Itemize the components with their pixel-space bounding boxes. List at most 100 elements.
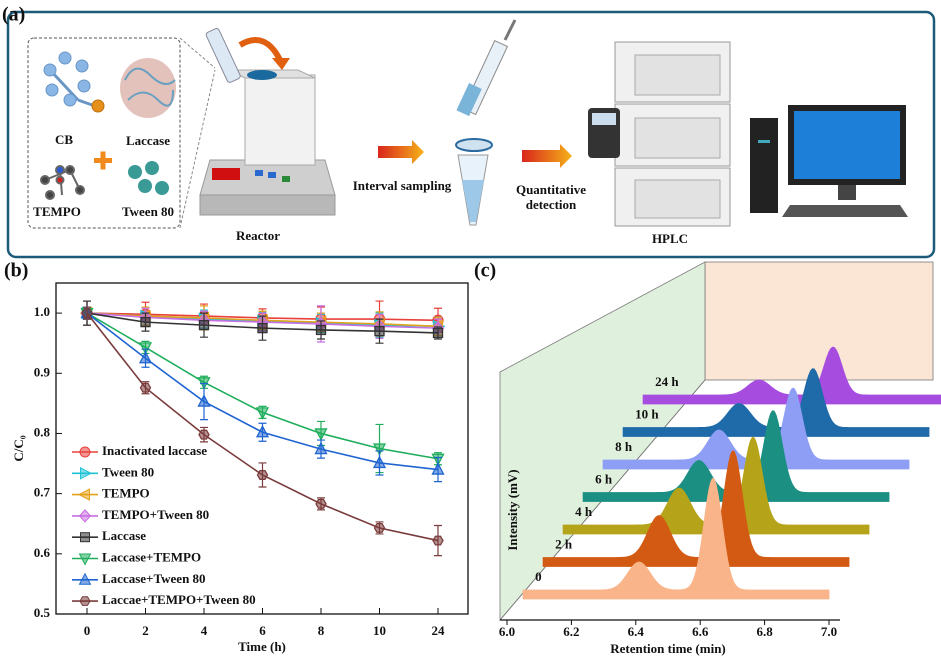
marker	[198, 319, 210, 331]
legend-label: TEMPO	[102, 486, 150, 501]
marker	[79, 596, 91, 606]
label-laccase: Laccase	[126, 133, 170, 148]
computer	[750, 105, 908, 217]
x-tick-label: 8	[318, 623, 325, 638]
x-tick-label: 6	[259, 623, 266, 638]
panel-a: (a) CB Laccase TEMPO Tween 80 Reactor In…	[2, 4, 936, 259]
hplc	[588, 41, 731, 227]
chromatogram-trace	[522, 477, 830, 600]
x-tick-label: 0	[84, 623, 91, 638]
cb-molecule	[43, 51, 105, 113]
marker	[257, 322, 268, 334]
laccase-protein	[120, 58, 176, 118]
marker	[432, 535, 444, 546]
marker	[138, 342, 153, 355]
marker	[431, 462, 445, 475]
legend-label: Laccase+TEMPO	[102, 549, 201, 564]
trace-label: 4 h	[575, 504, 593, 519]
x-tick-label: 6.6	[692, 624, 709, 639]
label-detection: Quantitative	[516, 182, 586, 197]
marker	[78, 572, 92, 585]
reactor	[199, 28, 336, 216]
marker	[80, 532, 90, 543]
trace-label: 2 h	[555, 536, 573, 551]
plus-sign	[94, 151, 112, 170]
panel-label: (c)	[474, 260, 496, 282]
marker	[198, 429, 210, 440]
label-reactor: Reactor	[236, 228, 280, 243]
x-tick-label: 6.8	[756, 624, 773, 639]
x-tick-label: 6.0	[499, 624, 515, 639]
legend-label: TEMPO+Tween 80	[102, 507, 209, 522]
marker	[80, 466, 93, 480]
x-axis-title: Retention time (min)	[610, 641, 726, 656]
marker	[374, 325, 385, 337]
legend-label: Inactivated laccase	[102, 443, 207, 458]
flow-arrow	[522, 144, 572, 168]
marker	[432, 327, 444, 339]
label-tween: Tween 80	[122, 204, 174, 219]
panel-label: (b)	[4, 260, 28, 282]
marker	[197, 394, 211, 407]
marker	[78, 553, 92, 566]
reagent-box	[27, 37, 181, 229]
trace-label: 10 h	[635, 406, 659, 421]
label-sampling: Interval sampling	[353, 178, 452, 193]
panel-label: (a)	[2, 4, 25, 26]
zoom-line	[179, 69, 216, 229]
marker	[140, 316, 151, 328]
zoom-line	[179, 37, 216, 69]
x-tick-label: 24	[432, 623, 446, 638]
marker	[81, 308, 93, 319]
legend-label: Laccase+Tween 80	[102, 571, 206, 586]
trace-label: 24 h	[655, 374, 679, 389]
trace-label: 8 h	[615, 439, 633, 454]
marker	[255, 424, 270, 438]
legend-label: Laccae+TEMPO+Tween 80	[102, 592, 256, 607]
flow-arrow	[378, 140, 424, 164]
marker	[77, 488, 90, 501]
marker	[255, 407, 270, 420]
x-tick-label: 7.0	[821, 624, 837, 639]
y-tick-label: 0.6	[34, 545, 51, 560]
chromatogram-trace	[642, 346, 941, 405]
marker	[79, 446, 91, 458]
x-tick-label: 10	[373, 623, 386, 638]
marker	[139, 382, 152, 393]
marker	[314, 441, 328, 455]
marker	[373, 522, 386, 533]
y-tick-label: 0.5	[34, 605, 51, 620]
trace-label: 0	[535, 569, 542, 584]
label-hplc: HPLC	[652, 231, 688, 246]
x-tick-label: 6.4	[628, 624, 645, 639]
legend-label: Tween 80	[102, 464, 154, 479]
syringe-tube	[455, 19, 517, 226]
label-detection: detection	[526, 197, 577, 212]
marker	[315, 324, 327, 336]
y-tick-label: 0.7	[34, 485, 51, 500]
tween-spheres	[128, 161, 169, 195]
label-cb: CB	[55, 132, 73, 147]
x-axis-title: Time (h)	[238, 639, 286, 654]
marker	[138, 350, 153, 364]
marker	[78, 509, 92, 523]
x-tick-label: 4	[201, 623, 208, 638]
y-tick-label: 1.0	[34, 304, 50, 319]
label-tempo: TEMPO	[33, 204, 81, 219]
x-tick-label: 6.2	[563, 624, 579, 639]
marker	[372, 443, 387, 456]
x-tick-label: 2	[142, 623, 149, 638]
y-tick-label: 0.9	[34, 364, 51, 379]
marker	[256, 469, 269, 480]
marker	[314, 428, 328, 441]
y-axis-title: Intensity (mV)	[505, 469, 520, 550]
tempo-molecule	[40, 165, 85, 200]
panel-c-walls	[499, 261, 934, 622]
legend-label: Laccase	[102, 528, 146, 543]
trace-label: 6 h	[595, 471, 613, 486]
y-tick-label: 0.8	[34, 424, 51, 439]
marker	[315, 498, 327, 509]
